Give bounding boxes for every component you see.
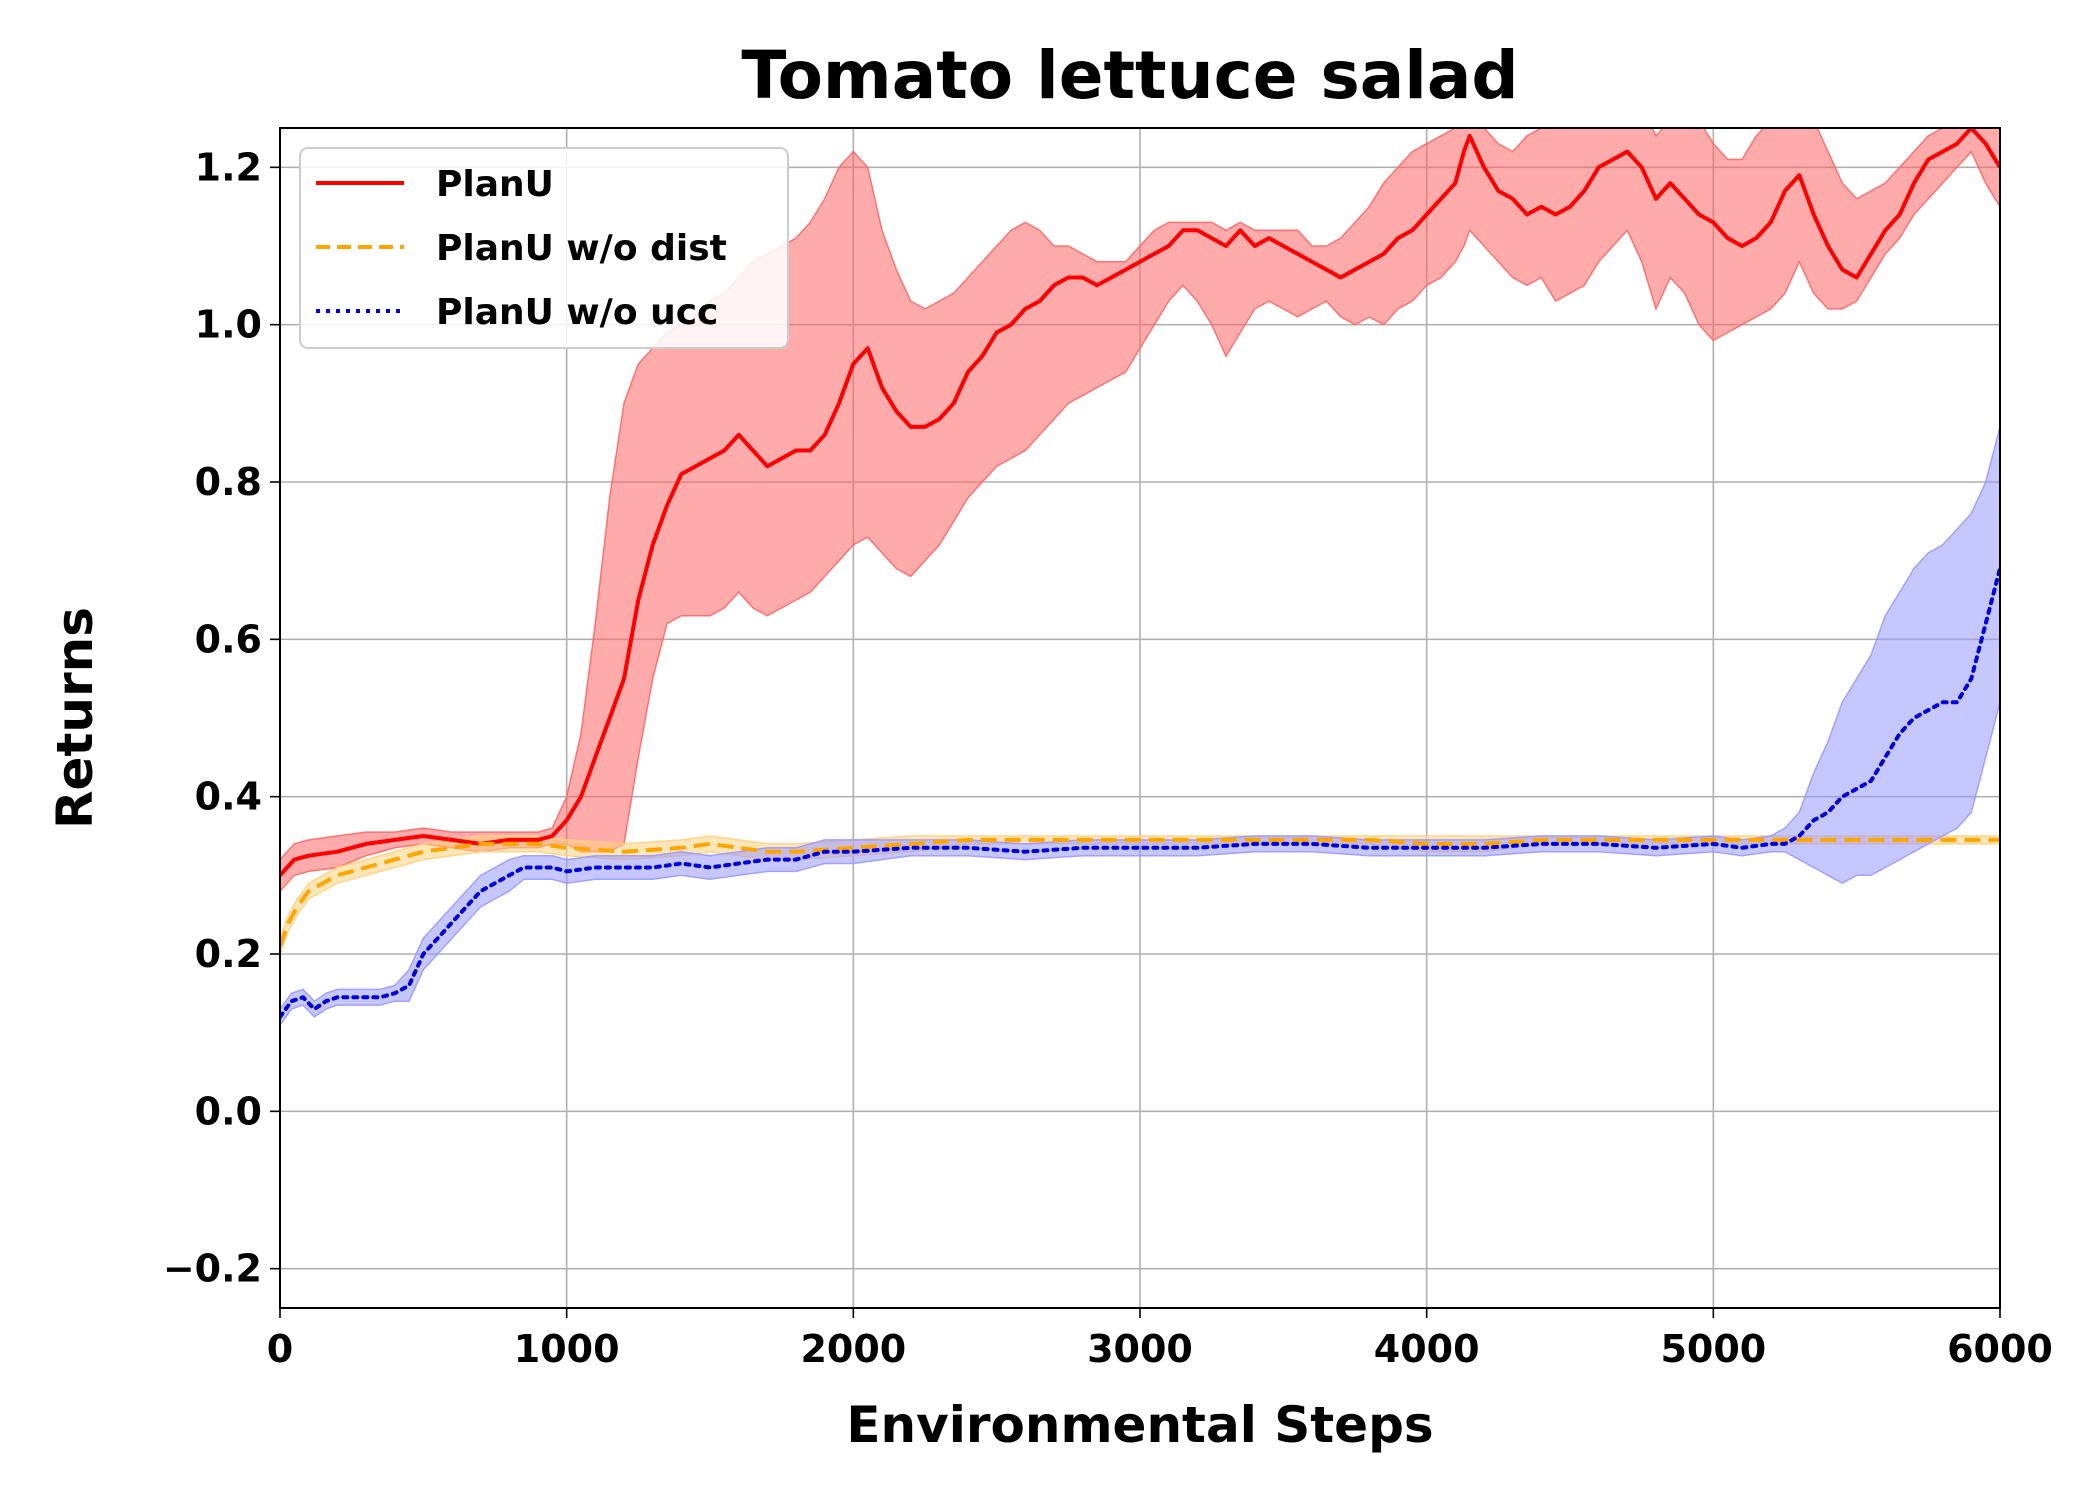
y-tick-label: 1.0 <box>195 303 262 347</box>
x-tick-label: 1000 <box>514 1327 620 1371</box>
line-planu <box>280 128 2000 877</box>
y-tick-label: 0.6 <box>195 617 262 661</box>
x-tick-label: 5000 <box>1660 1327 1766 1371</box>
x-tick-label: 4000 <box>1374 1327 1480 1371</box>
legend-box <box>299 147 789 349</box>
x-axis-ticks: 0 1000 2000 3000 4000 5000 6000 <box>267 1308 2053 1371</box>
y-tick-label: 0.4 <box>195 775 262 819</box>
band-planu-w-o-ucc <box>280 426 2000 1027</box>
x-axis-label: Environmental Steps <box>846 1396 1433 1454</box>
series-lines <box>280 128 2000 1019</box>
x-tick-label: 2000 <box>800 1327 906 1371</box>
chart-title: Tomato lettuce salad <box>741 37 1518 114</box>
y-tick-label: 0.2 <box>195 932 262 976</box>
y-tick-label: 0.0 <box>195 1089 262 1133</box>
legend: PlanU PlanU w/o dist PlanU w/o ucc <box>299 147 789 349</box>
y-tick-label: 1.2 <box>195 145 262 189</box>
y-tick-label: −0.2 <box>163 1247 262 1291</box>
y-axis-ticks: −0.2 0.0 0.2 0.4 0.6 0.8 1.0 1.2 <box>163 145 280 1291</box>
legend-label-planu: PlanU <box>436 164 554 205</box>
x-tick-label: 6000 <box>1947 1327 2053 1371</box>
band-planu-w-o-dist <box>280 835 2000 955</box>
x-tick-label: 0 <box>267 1327 293 1371</box>
y-tick-label: 0.8 <box>195 460 262 504</box>
x-tick-label: 3000 <box>1087 1327 1193 1371</box>
legend-label-planu-wo-dist: PlanU w/o dist <box>436 228 727 269</box>
legend-label-planu-wo-ucc: PlanU w/o ucc <box>436 292 718 333</box>
y-axis-label: Returns <box>46 607 104 829</box>
line-planu-w-o-ucc <box>280 566 2000 1019</box>
